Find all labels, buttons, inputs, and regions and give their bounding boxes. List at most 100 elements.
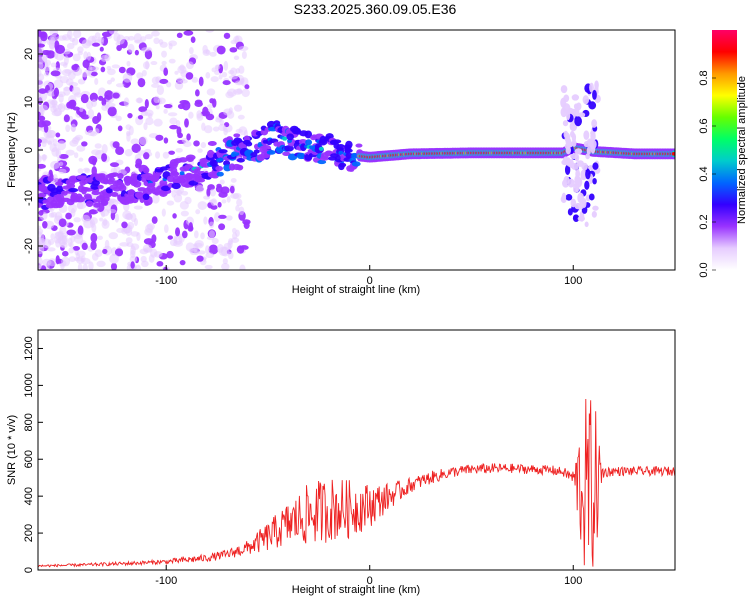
- spectrogram-ridge-core: [338, 150, 344, 155]
- spectrogram-burst-blob: [579, 200, 585, 209]
- spectrogram-burst-blob: [570, 153, 578, 160]
- spectrogram-burst-blob: [585, 153, 591, 160]
- spectrogram-noise-blob: [231, 227, 237, 234]
- spectrogram-noise-blob: [51, 98, 57, 108]
- spectrogram-noise-blob: [59, 226, 67, 235]
- spectrogram-noise-blob: [67, 71, 76, 80]
- spectrogram-ridge-blob: [68, 188, 79, 193]
- spectrogram-noise-blob: [218, 74, 223, 80]
- spectrogram-noise-blob: [151, 30, 160, 37]
- spectrogram-noise-blob: [151, 216, 158, 224]
- colorbar-tick-label: 0.0: [698, 262, 710, 277]
- spectrogram-noise-blob: [142, 61, 150, 70]
- spectrogram-noise-blob: [99, 46, 104, 52]
- spectrogram-noise-blob: [203, 216, 208, 225]
- spectrogram-noise-blob: [69, 99, 77, 108]
- spectrogram-noise-blob: [63, 86, 71, 91]
- spectrogram-noise-blob: [107, 68, 116, 76]
- spectrogram-noise-blob: [80, 257, 91, 265]
- spectrogram-noise-blob: [161, 60, 167, 66]
- spectrogram-ridge-blob: [282, 151, 291, 157]
- spectrogram-noise-blob: [50, 62, 57, 68]
- spectrogram-noise-blob: [102, 248, 108, 254]
- spectrogram-noise-blob: [209, 51, 217, 57]
- spectrogram-noise-blob: [42, 154, 47, 162]
- spectrogram-ridge-core: [230, 153, 236, 158]
- spectrogram-noise-blob: [243, 221, 250, 230]
- spectrogram-x-axis: -100 0 100: [155, 265, 582, 287]
- spectrogram-noise-blob: [112, 141, 120, 149]
- spectrogram-noise-blob: [230, 178, 237, 183]
- spectrogram-burst-blob: [561, 192, 567, 202]
- spectrogram-noise-blob: [73, 152, 79, 159]
- spectrogram-noise-blob: [127, 43, 135, 53]
- spectrogram-noise-blob: [195, 184, 205, 193]
- spectrogram-noise-blob: [130, 138, 140, 145]
- spectrogram-ridge-blob: [193, 168, 201, 173]
- snr-x-tick-label: 100: [564, 575, 582, 587]
- spectrogram-noise-blob: [77, 263, 83, 270]
- spectrogram-noise-blob: [99, 217, 104, 222]
- spectrogram-noise-blob: [38, 236, 43, 246]
- spectrogram-burst-blob: [577, 192, 584, 204]
- spectrogram-noise-blob: [134, 49, 139, 56]
- spectrogram-ridge-blob: [75, 196, 86, 203]
- spectrogram-noise-blob: [131, 143, 141, 154]
- spectrogram-noise-blob: [175, 120, 181, 127]
- spectrogram-noise-blob: [56, 35, 67, 41]
- spectrogram-noise-blob: [166, 200, 175, 206]
- spectrogram-noise-blob: [58, 93, 64, 103]
- spectrogram-ridge-blob: [266, 150, 276, 155]
- spectrogram-noise-blob: [38, 43, 45, 48]
- spectrogram-noise-blob: [76, 202, 84, 210]
- spectrogram-noise-blob: [163, 67, 169, 77]
- spectrogram-noise-blob: [118, 66, 126, 74]
- spectrogram-noise-blob: [89, 217, 98, 225]
- spectrogram-noise-blob: [172, 213, 177, 219]
- spectrogram-noise-blob: [142, 244, 152, 253]
- spectrogram-ridge-blob: [79, 179, 87, 186]
- spectrogram-noise-blob: [72, 30, 82, 39]
- spectrogram-burst-blob: [565, 135, 571, 146]
- spectrogram-noise-blob: [159, 41, 168, 48]
- spectrogram-noise-blob: [238, 126, 248, 136]
- spectrogram-noise-blob: [129, 255, 138, 263]
- spectrogram-noise-blob: [205, 72, 211, 79]
- spectrogram-noise-blob: [81, 214, 91, 223]
- spectrogram-noise-blob: [236, 198, 243, 207]
- spectrogram-noise-blob: [229, 185, 235, 194]
- spectrogram-noise-blob: [219, 118, 224, 126]
- spectrogram-noise-blob: [38, 225, 42, 231]
- spectrogram-noise-blob: [112, 92, 120, 99]
- spectrogram-noise-blob: [210, 198, 218, 207]
- spectrogram-noise-blob: [59, 75, 70, 84]
- spectrogram-noise-blob: [38, 142, 42, 148]
- spectrogram-x-tick-label: -100: [155, 275, 177, 287]
- spectrogram-ridge-blob: [134, 191, 143, 198]
- spectrogram-noise-blob: [82, 59, 90, 69]
- spectrogram-noise-blob: [216, 45, 226, 55]
- spectrogram-noise-blob: [87, 130, 96, 137]
- spectrogram-noise-blob: [107, 106, 117, 117]
- spectrogram-noise-blob: [202, 106, 209, 116]
- spectrogram-burst-blob: [568, 159, 574, 169]
- spectrogram-ridge-core: [282, 136, 288, 141]
- spectrogram-noise-blob: [66, 30, 73, 40]
- spectrogram-ridge-blob: [215, 165, 224, 172]
- spectrogram-burst-blob: [562, 120, 569, 127]
- spectrogram-burst-blob: [592, 177, 597, 185]
- spectrogram-noise-blob: [207, 140, 217, 146]
- spectrogram-noise-blob: [194, 101, 203, 108]
- spectrogram-noise-blob: [208, 230, 215, 238]
- spectrogram-noise-blob: [38, 115, 46, 122]
- spectrogram-noise-blob: [141, 47, 151, 52]
- spectrogram-noise-blob: [122, 72, 133, 83]
- spectrogram-noise-blob: [150, 61, 158, 66]
- spectrogram-ridge-blob: [79, 175, 88, 180]
- spectrogram-noise-blob: [135, 97, 144, 104]
- spectrogram-noise-blob: [156, 261, 164, 267]
- spectrogram-burst-blob: [581, 162, 588, 171]
- spectrogram-noise-blob: [203, 195, 211, 200]
- spectrogram-noise-blob: [144, 34, 153, 40]
- spectrogram-ridge-blob: [298, 138, 308, 145]
